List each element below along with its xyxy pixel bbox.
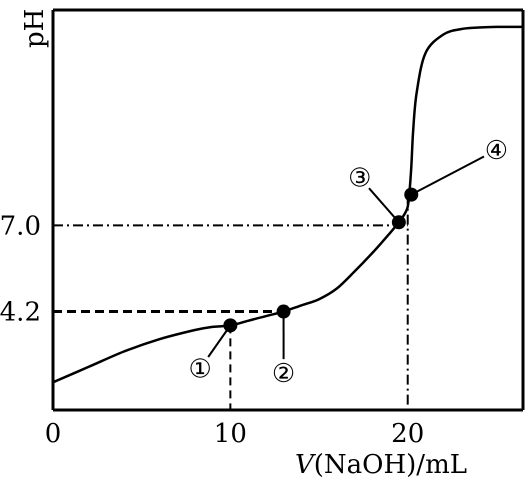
data-point-marker [276,304,291,319]
marked-points: ① ② ③ ④ [189,136,509,389]
x-tick-label: 0 [45,419,62,449]
data-point-marker [223,318,238,333]
tick-labels: 0 10 20 4.2 7.0 [0,211,424,449]
y-tick-label: 4.2 [0,298,41,328]
point-label: ② [272,359,295,389]
guide-lines [53,194,409,410]
point-leader-line [410,155,485,196]
x-tick-label: 10 [214,419,247,449]
x-tick-label: 20 [391,419,424,449]
point-label: ④ [485,136,508,166]
point-label: ③ [348,164,371,194]
axes [51,8,525,412]
x-axis-label-unit: (NaOH)/mL [314,450,467,480]
point-label: ① [189,354,212,384]
data-point-marker [391,215,406,230]
data-point-marker [404,187,419,202]
y-axis-label: pH [20,9,50,48]
point-leader-line [368,187,400,223]
x-axis-label-variable: V [295,450,316,480]
titration-curve [51,25,525,384]
x-axis-label: V(NaOH)/mL [295,450,467,480]
y-tick-label: 7.0 [0,211,41,241]
